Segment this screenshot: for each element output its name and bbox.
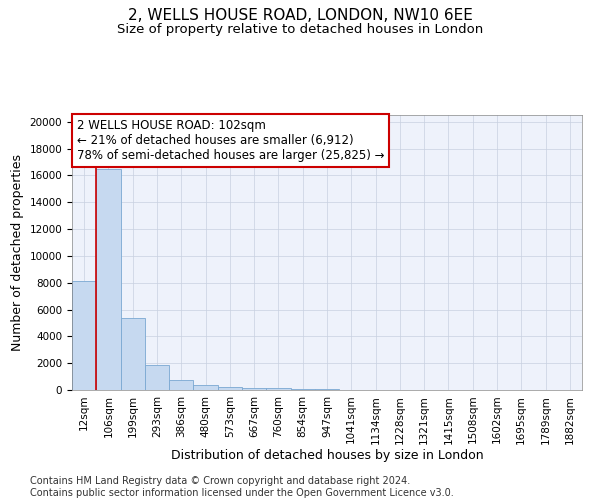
Bar <box>193 386 218 390</box>
Bar <box>218 386 242 390</box>
Text: 2 WELLS HOUSE ROAD: 102sqm
← 21% of detached houses are smaller (6,912)
78% of s: 2 WELLS HOUSE ROAD: 102sqm ← 21% of deta… <box>77 119 385 162</box>
Bar <box>242 388 266 390</box>
Bar <box>96 168 121 390</box>
Bar <box>290 389 315 390</box>
Text: 2, WELLS HOUSE ROAD, LONDON, NW10 6EE: 2, WELLS HOUSE ROAD, LONDON, NW10 6EE <box>128 8 472 22</box>
Text: Size of property relative to detached houses in London: Size of property relative to detached ho… <box>117 22 483 36</box>
Bar <box>72 282 96 390</box>
Text: Contains HM Land Registry data © Crown copyright and database right 2024.
Contai: Contains HM Land Registry data © Crown c… <box>30 476 454 498</box>
Bar <box>266 388 290 390</box>
Bar <box>169 380 193 390</box>
Y-axis label: Number of detached properties: Number of detached properties <box>11 154 24 351</box>
X-axis label: Distribution of detached houses by size in London: Distribution of detached houses by size … <box>170 449 484 462</box>
Bar <box>145 365 169 390</box>
Bar <box>121 318 145 390</box>
